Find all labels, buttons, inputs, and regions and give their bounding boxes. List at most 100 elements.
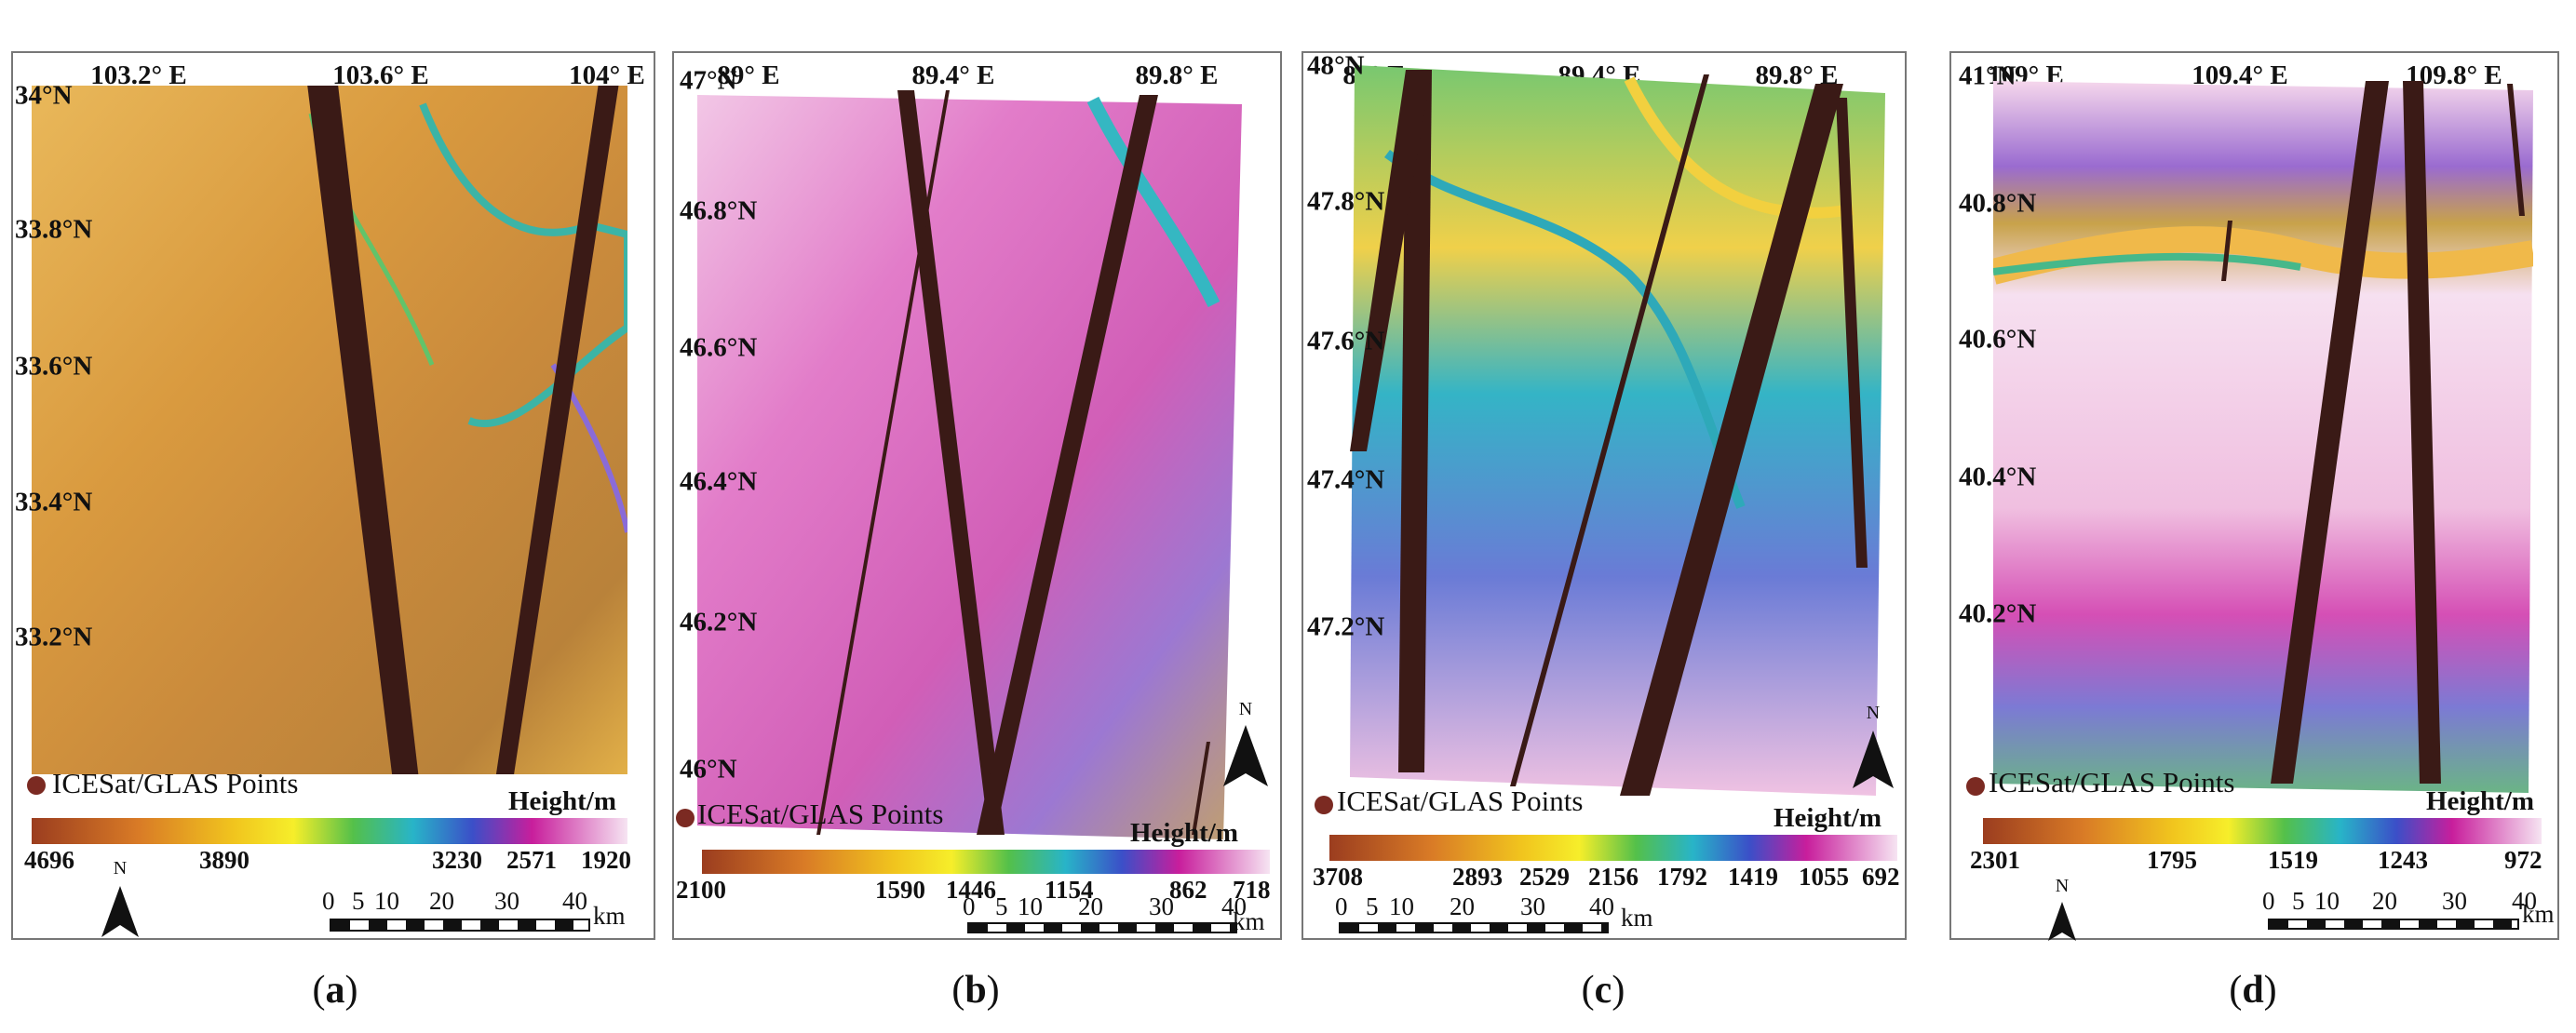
lat-tick: 46.4°N xyxy=(680,466,758,497)
height-title: Height/m xyxy=(1130,818,1238,848)
scale-bar xyxy=(1339,922,1609,933)
caption-letter: d xyxy=(2242,969,2264,1012)
map-panel-a: 103.2° E 103.6° E 104° E 34°N 33.8°N 33.… xyxy=(11,51,655,940)
lon-tick: 103.2° E xyxy=(90,60,187,90)
lat-tick: 46.8°N xyxy=(680,195,758,226)
scale-label: 20 xyxy=(2372,887,2397,915)
scale-label: 0 xyxy=(963,892,976,920)
caption-letter: a xyxy=(325,969,345,1012)
glas-legend-marker xyxy=(1315,796,1333,814)
glas-track xyxy=(1398,70,1432,772)
glas-track xyxy=(1192,742,1210,835)
scale-unit: km xyxy=(2522,900,2555,928)
lat-tick: 34°N xyxy=(15,80,73,111)
scale-label: 5 xyxy=(2292,887,2305,915)
colorbar-label: 3230 xyxy=(432,846,482,874)
north-arrow-icon xyxy=(101,886,139,937)
terrain-map xyxy=(32,86,627,774)
terrain-map xyxy=(1993,81,2533,793)
scale-label: 30 xyxy=(2442,887,2467,915)
scale-label: 40 xyxy=(562,887,587,915)
glas-track xyxy=(495,86,619,774)
colorbar-label: 1055 xyxy=(1799,863,1849,891)
colorbar-label: 2100 xyxy=(676,876,726,904)
colorbar-label: 3708 xyxy=(1313,863,1363,891)
lon-tick: 89.4° E xyxy=(911,60,995,90)
caption-a: (a) xyxy=(312,969,358,1012)
lat-tick: 33.2°N xyxy=(15,622,93,652)
terrain-map xyxy=(1350,65,1885,796)
scale-label: 0 xyxy=(322,887,335,915)
legend-label: ICESat/GLAS Points xyxy=(52,767,299,799)
elevation-colorbar xyxy=(32,818,627,844)
colorbar-label: 1154 xyxy=(1045,876,1094,904)
lat-tick: 48°N xyxy=(1307,50,1365,81)
lat-tick: 47.2°N xyxy=(1307,611,1385,642)
elevation-colorbar xyxy=(1329,835,1897,861)
colorbar-label: 1920 xyxy=(581,846,631,874)
lat-tick: 41°N xyxy=(1959,60,2016,91)
glas-track xyxy=(307,86,419,774)
lat-tick: 46.2°N xyxy=(680,607,758,637)
colorbar-label: 3890 xyxy=(199,846,250,874)
caption-c: (c) xyxy=(1581,969,1625,1012)
elevation-colorbar xyxy=(702,850,1270,874)
elevation-colorbar xyxy=(1983,818,2542,844)
scale-unit: km xyxy=(1621,904,1653,932)
glas-track xyxy=(2271,81,2389,784)
scale-label: 40 xyxy=(1221,892,1247,920)
north-label: N xyxy=(1866,703,1881,723)
scale-unit: km xyxy=(1233,907,1265,935)
north-label: N xyxy=(1238,699,1253,719)
colorbar-label: 1446 xyxy=(946,876,996,904)
colorbar-label: 1590 xyxy=(875,876,925,904)
scale-bar xyxy=(330,919,590,932)
terrain-map xyxy=(697,90,1242,839)
colorbar-label: 862 xyxy=(1169,876,1207,904)
scale-label: 5 xyxy=(995,892,1008,920)
scale-label: 5 xyxy=(352,887,365,915)
glas-track xyxy=(2507,84,2525,216)
lat-tick: 40.2°N xyxy=(1959,598,2037,629)
north-arrow-icon xyxy=(1223,725,1268,786)
colorbar-label: 1792 xyxy=(1657,863,1707,891)
glas-legend-marker xyxy=(1966,777,1985,796)
lon-tick: 103.6° E xyxy=(332,60,429,90)
lon-tick: 89° E xyxy=(717,60,780,90)
caption-d: (d) xyxy=(2229,969,2277,1012)
lat-tick: 47.6°N xyxy=(1307,326,1385,356)
caption-letter: c xyxy=(1594,969,1612,1012)
colorbar-label: 4696 xyxy=(24,846,74,874)
colorbar-label: 1419 xyxy=(1728,863,1778,891)
scale-label: 20 xyxy=(429,887,454,915)
colorbar-label: 718 xyxy=(1233,876,1271,904)
glas-track xyxy=(1350,70,1432,451)
scale-label: 10 xyxy=(1389,892,1414,920)
lat-tick: 33.6°N xyxy=(15,351,93,382)
glas-track xyxy=(816,90,950,835)
lat-tick: 47.8°N xyxy=(1307,186,1385,217)
scale-unit: km xyxy=(593,902,626,930)
glas-track xyxy=(977,95,1158,835)
lat-tick: 40.8°N xyxy=(1959,188,2037,219)
legend-label: ICESat/GLAS Points xyxy=(697,798,944,830)
colorbar-label: 2156 xyxy=(1588,863,1639,891)
legend-label: ICESat/GLAS Points xyxy=(1337,785,1584,817)
colorbar-label: 1795 xyxy=(2147,846,2197,874)
colorbar-label: 2893 xyxy=(1452,863,1503,891)
caption-letter: b xyxy=(964,969,987,1012)
glas-track xyxy=(1510,74,1709,786)
colorbar-label: 2571 xyxy=(506,846,557,874)
glas-legend-marker xyxy=(676,809,695,827)
scale-label: 30 xyxy=(1149,892,1174,920)
glas-legend-marker xyxy=(27,776,46,795)
lat-tick: 46°N xyxy=(680,754,737,785)
colorbar-label: 2301 xyxy=(1970,846,2020,874)
scale-label: 30 xyxy=(494,887,519,915)
glas-track xyxy=(897,90,1005,835)
scale-bar xyxy=(2268,919,2519,930)
scale-label: 0 xyxy=(2262,887,2275,915)
scale-label: 40 xyxy=(2512,887,2537,915)
lat-tick: 46.6°N xyxy=(680,332,758,363)
lat-tick: 47°N xyxy=(680,65,737,96)
